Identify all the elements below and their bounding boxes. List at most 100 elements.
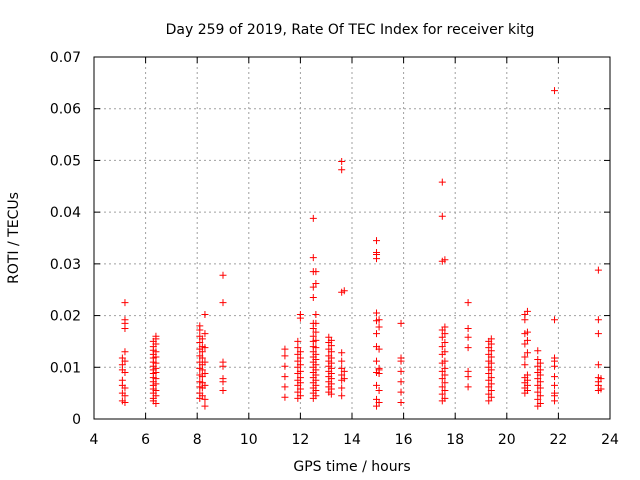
data-point <box>464 325 472 332</box>
x-tick-label: 24 <box>601 432 619 448</box>
data-point <box>536 366 544 374</box>
data-point <box>118 376 126 384</box>
data-point <box>152 359 160 367</box>
y-tick-labels: 0 0.01 0.02 0.03 0.04 0.05 0.06 0.07 <box>50 50 81 428</box>
data-point <box>121 368 129 376</box>
data-point <box>594 266 602 274</box>
data-point <box>296 374 304 382</box>
data-point <box>309 254 317 262</box>
data-point <box>523 371 531 379</box>
data-point <box>281 373 289 381</box>
data-point <box>594 316 602 324</box>
data-point <box>551 381 559 389</box>
data-point <box>523 349 531 357</box>
data-point <box>551 87 559 95</box>
data-point <box>397 378 405 386</box>
data-point <box>373 357 381 365</box>
data-point <box>375 398 383 406</box>
data-point <box>441 348 449 356</box>
y-tick-label: 0.02 <box>50 309 81 325</box>
data-point <box>551 373 559 381</box>
data-point <box>438 375 446 383</box>
data-point <box>219 375 227 383</box>
data-point <box>464 333 472 341</box>
data-point <box>152 332 160 340</box>
data-point <box>198 392 206 400</box>
data-point <box>487 374 495 382</box>
data-point <box>338 357 346 365</box>
data-point <box>441 338 449 346</box>
data-point <box>327 336 335 344</box>
data-point <box>441 323 449 331</box>
data-point <box>375 323 383 331</box>
data-point <box>121 316 129 324</box>
data-point <box>464 344 472 352</box>
data-point <box>536 392 544 400</box>
data-point <box>312 328 320 336</box>
data-point <box>219 299 227 307</box>
data-point <box>312 311 320 319</box>
data-point <box>296 311 304 319</box>
y-tick-label: 0.06 <box>50 102 81 118</box>
data-point <box>201 402 209 410</box>
data-point <box>438 212 446 220</box>
x-tick-label: 18 <box>446 432 464 448</box>
data-point <box>441 379 449 387</box>
data-point <box>441 330 449 338</box>
data-point <box>438 383 446 391</box>
x-tick-label: 4 <box>90 432 99 448</box>
x-tick-label: 10 <box>240 432 258 448</box>
data-point <box>397 367 405 375</box>
data-point <box>487 353 495 361</box>
data-point <box>219 358 227 366</box>
data-point <box>219 387 227 395</box>
data-point <box>296 354 304 362</box>
x-tick-label: 12 <box>291 432 309 448</box>
data-point <box>397 388 405 396</box>
data-point <box>312 268 320 276</box>
data-point <box>594 330 602 338</box>
data-point <box>309 283 317 291</box>
data-point <box>198 354 206 362</box>
data-point <box>373 402 381 410</box>
data-point <box>121 357 129 365</box>
data-point <box>340 287 348 295</box>
data-point <box>309 332 317 340</box>
data-point <box>438 178 446 186</box>
data-point <box>340 375 348 383</box>
data-point <box>296 361 304 369</box>
data-point <box>312 319 320 327</box>
data-point <box>373 237 381 245</box>
data-point <box>441 394 449 402</box>
x-tick-label: 6 <box>141 432 150 448</box>
data-point <box>397 354 405 362</box>
y-axis-label: ROTI / TECUs <box>6 192 22 284</box>
data-point <box>534 347 542 355</box>
data-point <box>534 388 542 396</box>
data-point <box>464 383 472 391</box>
data-point <box>296 392 304 400</box>
x-tick-labels: 4 6 8 10 12 14 16 18 20 22 24 <box>90 432 619 448</box>
data-point <box>201 330 209 338</box>
x-tick-label: 22 <box>549 432 567 448</box>
data-point <box>309 293 317 301</box>
data-point <box>536 399 544 407</box>
data-point <box>338 166 346 174</box>
data-point <box>441 364 449 372</box>
data-point <box>487 366 495 374</box>
data-point <box>594 361 602 369</box>
data-point <box>536 384 544 392</box>
data-point <box>281 393 289 401</box>
data-point <box>327 348 335 356</box>
data-points <box>118 87 605 410</box>
data-point <box>281 383 289 391</box>
data-point <box>152 348 160 356</box>
y-tick-label: 0.01 <box>50 360 81 376</box>
data-point <box>338 371 346 379</box>
data-point <box>281 352 289 360</box>
data-point <box>121 392 129 400</box>
data-point <box>201 311 209 319</box>
data-point <box>485 397 493 405</box>
data-point <box>487 347 495 355</box>
data-point <box>340 367 348 375</box>
